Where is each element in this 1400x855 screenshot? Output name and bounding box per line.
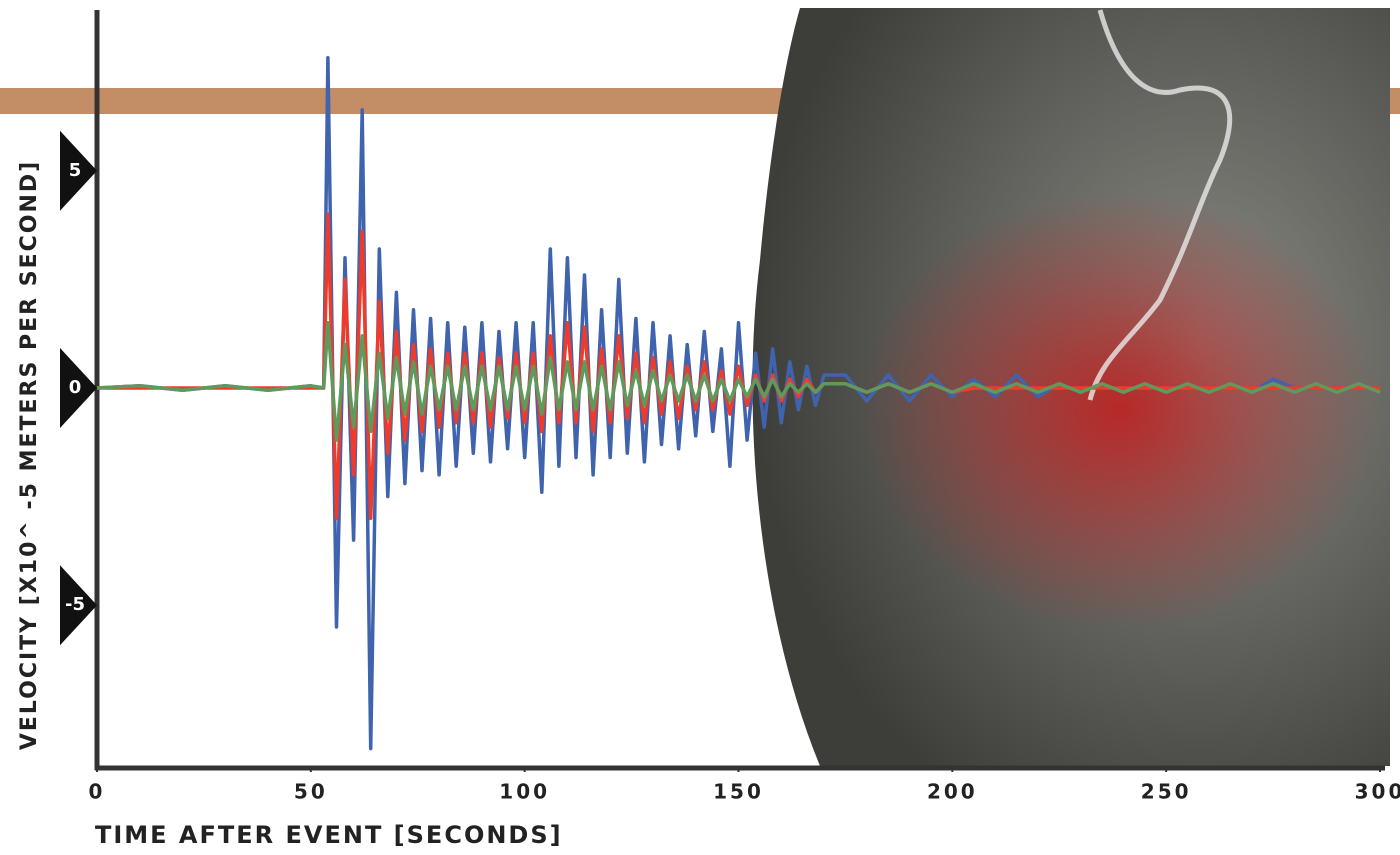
y-axis-label: VELOCITY [X10^ -5 METERS PER SECOND] xyxy=(17,160,42,750)
x-tick-label: 50 xyxy=(294,780,328,804)
x-tick-label: 250 xyxy=(1141,780,1192,804)
y-tick-label: 5 xyxy=(69,160,82,181)
chart: TIME AFTER EVENT [SECONDS] VELOCITY [X10… xyxy=(0,0,1400,855)
heat-zone xyxy=(860,190,1380,630)
x-tick-label: 100 xyxy=(499,780,550,804)
x-tick-label: 0 xyxy=(89,780,106,804)
y-tick-label: -5 xyxy=(65,594,85,615)
x-axis-label: TIME AFTER EVENT [SECONDS] xyxy=(95,821,563,849)
x-tick-label: 150 xyxy=(713,780,764,804)
x-tick-label: 300 xyxy=(1355,780,1400,804)
y-tick-label: 0 xyxy=(69,377,82,398)
x-tick-label: 200 xyxy=(927,780,978,804)
